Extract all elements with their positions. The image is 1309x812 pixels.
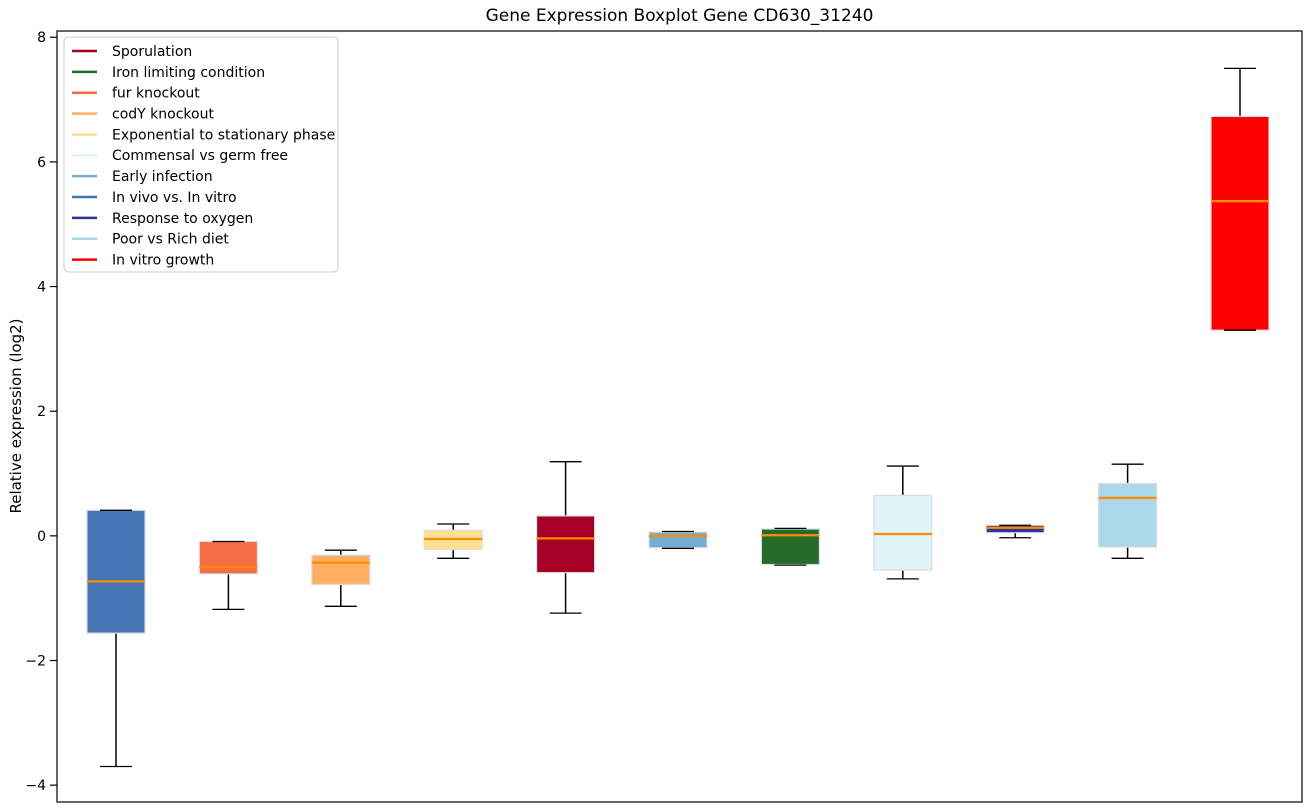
legend-label: Commensal vs germ free xyxy=(112,148,288,164)
legend-label: Iron limiting condition xyxy=(112,65,265,81)
legend-label: codY knockout xyxy=(112,106,214,122)
boxplot-box xyxy=(198,540,258,575)
legend-label: Exponential to stationary phase xyxy=(112,127,335,143)
legend-label: fur knockout xyxy=(112,86,200,102)
boxplot-box xyxy=(86,509,146,634)
boxplot-box xyxy=(1210,115,1270,331)
y-tick-label: −4 xyxy=(25,778,46,794)
legend-box xyxy=(63,36,339,273)
boxplot-box xyxy=(985,524,1045,534)
y-tick-label: 8 xyxy=(37,30,46,46)
legend-label: Early infection xyxy=(112,169,213,185)
boxplot-box xyxy=(311,554,371,586)
plot-frame xyxy=(56,30,1303,803)
y-tick-label: −2 xyxy=(25,653,46,669)
y-tick-label: 2 xyxy=(37,404,46,420)
legend-label: Response to oxygen xyxy=(112,211,253,227)
boxplot-box xyxy=(873,494,933,571)
y-tick-label: 6 xyxy=(37,155,46,171)
legend-label: In vivo vs. In vitro xyxy=(112,190,237,206)
legend-label: Sporulation xyxy=(112,44,192,60)
chart-title: Gene Expression Boxplot Gene CD630_31240 xyxy=(485,6,874,26)
y-tick-label: 0 xyxy=(37,529,46,545)
legend-label: In vitro growth xyxy=(112,253,214,269)
y-tick-label: 4 xyxy=(37,279,46,295)
boxplot-box xyxy=(1097,482,1158,548)
legend-label: Poor vs Rich diet xyxy=(112,232,229,248)
boxplot-box xyxy=(648,531,708,549)
boxplot-box xyxy=(535,515,596,574)
